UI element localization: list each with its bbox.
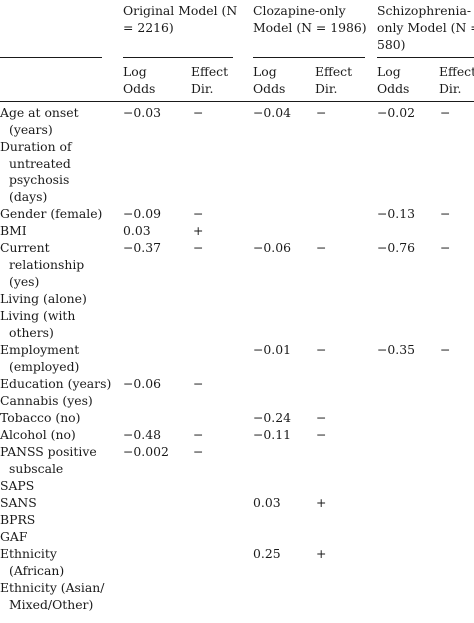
row-label: SANS bbox=[0, 494, 37, 510]
schizophrenia-log-odds-cell: −0.13 bbox=[377, 206, 415, 222]
schizophrenia-log-odds-cell: −0.35 bbox=[377, 341, 415, 357]
row-label-continuation: (days) bbox=[9, 189, 48, 205]
schizophrenia-model-header-line3: 580) bbox=[377, 37, 406, 52]
header-rule-clozapine bbox=[253, 57, 365, 59]
header-rule-schizophrenia bbox=[377, 57, 474, 59]
row-label: Ethnicity bbox=[0, 546, 57, 562]
row-label-continuation: (employed) bbox=[9, 358, 80, 374]
schizophrenia-log-odds-header-line2: Odds bbox=[377, 81, 410, 96]
row-label: Living (alone) bbox=[0, 291, 87, 307]
row-label-continuation: others) bbox=[9, 324, 54, 340]
schizophrenia-log-odds-cell: −0.02 bbox=[377, 105, 415, 120]
clozapine-effect-dir-cell: − bbox=[316, 240, 327, 256]
row-label: Employment bbox=[0, 341, 80, 357]
row-label-continuation: Mixed/Other) bbox=[9, 596, 94, 612]
original-effect-dir-header-line1: Effect bbox=[191, 64, 229, 79]
row-label: SAPS bbox=[0, 477, 35, 493]
original-effect-dir-cell: + bbox=[193, 223, 204, 239]
original-log-odds-cell: −0.03 bbox=[123, 105, 161, 120]
schizophrenia-model-header-line2: only Model (N = bbox=[377, 20, 474, 35]
header-rule-label bbox=[0, 57, 102, 59]
original-effect-dir-cell: − bbox=[193, 426, 204, 442]
clozapine-log-odds-cell: −0.04 bbox=[253, 105, 291, 120]
clozapine-log-odds-header-line2: Odds bbox=[253, 81, 286, 96]
clozapine-log-odds-cell: 0.25 bbox=[253, 546, 281, 562]
header-rule-original bbox=[123, 57, 233, 59]
row-label-continuation: psychosis bbox=[9, 172, 70, 188]
row-label-continuation: relationship bbox=[9, 257, 85, 273]
clozapine-model-header-line1: Clozapine-only bbox=[253, 3, 346, 18]
row-label-continuation: untreated bbox=[9, 155, 71, 171]
clozapine-effect-dir-header-line2: Dir. bbox=[315, 81, 338, 96]
original-effect-dir-cell: − bbox=[193, 206, 204, 222]
clozapine-log-odds-cell: −0.24 bbox=[253, 409, 291, 425]
original-log-odds-cell: −0.48 bbox=[123, 426, 161, 442]
schizophrenia-effect-dir-cell: − bbox=[440, 341, 451, 357]
row-label: Age at onset bbox=[0, 105, 79, 120]
original-effect-dir-header-line2: Dir. bbox=[191, 81, 214, 96]
clozapine-log-odds-cell: −0.06 bbox=[253, 240, 291, 256]
original-log-odds-header-line1: Log bbox=[123, 64, 147, 79]
schizophrenia-model-header-line1: Schizophrenia- bbox=[377, 3, 472, 18]
schizophrenia-effect-dir-cell: − bbox=[440, 105, 451, 120]
original-effect-dir-cell: − bbox=[193, 444, 204, 459]
original-log-odds-cell: −0.37 bbox=[123, 240, 161, 256]
clozapine-log-odds-cell: 0.03 bbox=[253, 494, 281, 510]
original-effect-dir-cell: − bbox=[193, 105, 204, 120]
original-log-odds-cell: 0.03 bbox=[123, 223, 151, 239]
row-label: Tobacco (no) bbox=[0, 409, 81, 425]
subheader-rule bbox=[0, 101, 474, 103]
original-log-odds-header-line2: Odds bbox=[123, 81, 156, 96]
schizophrenia-effect-dir-header-line2: Dir. bbox=[439, 81, 462, 96]
original-log-odds-cell: −0.06 bbox=[123, 375, 161, 391]
clozapine-log-odds-header-line1: Log bbox=[253, 64, 277, 79]
schizophrenia-log-odds-header-line1: Log bbox=[377, 64, 401, 79]
row-label-continuation: (years) bbox=[9, 121, 53, 137]
row-label: Education (years) bbox=[0, 375, 112, 391]
original-model-header-line2: = 2216) bbox=[123, 20, 174, 35]
row-label: Gender (female) bbox=[0, 206, 103, 222]
row-label: Duration of bbox=[0, 138, 72, 154]
row-label: Cannabis (yes) bbox=[0, 392, 93, 408]
original-effect-dir-cell: − bbox=[193, 240, 204, 256]
row-label-continuation: subscale bbox=[9, 460, 64, 476]
schizophrenia-effect-dir-header-line1: Effect bbox=[439, 64, 474, 79]
clozapine-effect-dir-cell: − bbox=[316, 105, 327, 120]
row-label: Living (with bbox=[0, 308, 76, 324]
row-label-continuation: (African) bbox=[9, 562, 65, 578]
row-label: GAF bbox=[0, 529, 28, 544]
original-model-header-line1: Original Model (N bbox=[123, 3, 238, 18]
row-label: BPRS bbox=[0, 511, 36, 527]
clozapine-model-header-line2: Model (N = 1986) bbox=[253, 20, 367, 35]
clozapine-effect-dir-cell: + bbox=[316, 494, 327, 510]
clozapine-log-odds-cell: −0.01 bbox=[253, 341, 291, 357]
row-label: PANSS positive bbox=[0, 444, 97, 459]
clozapine-effect-dir-header-line1: Effect bbox=[315, 64, 353, 79]
row-label: BMI bbox=[0, 223, 27, 239]
original-effect-dir-cell: − bbox=[193, 375, 204, 391]
row-label: Current bbox=[0, 240, 50, 256]
clozapine-effect-dir-cell: − bbox=[316, 341, 327, 357]
original-log-odds-cell: −0.09 bbox=[123, 206, 161, 222]
row-label: Alcohol (no) bbox=[0, 426, 76, 442]
original-log-odds-cell: −0.002 bbox=[123, 444, 169, 459]
schizophrenia-log-odds-cell: −0.76 bbox=[377, 240, 415, 256]
clozapine-effect-dir-cell: + bbox=[316, 546, 327, 562]
schizophrenia-effect-dir-cell: − bbox=[440, 240, 451, 256]
row-label: Ethnicity (Asian/ bbox=[0, 579, 105, 595]
clozapine-effect-dir-cell: − bbox=[316, 426, 327, 442]
clozapine-log-odds-cell: −0.11 bbox=[253, 426, 291, 442]
schizophrenia-effect-dir-cell: − bbox=[440, 206, 451, 222]
row-label-continuation: (yes) bbox=[9, 274, 40, 289]
clozapine-effect-dir-cell: − bbox=[316, 409, 327, 425]
